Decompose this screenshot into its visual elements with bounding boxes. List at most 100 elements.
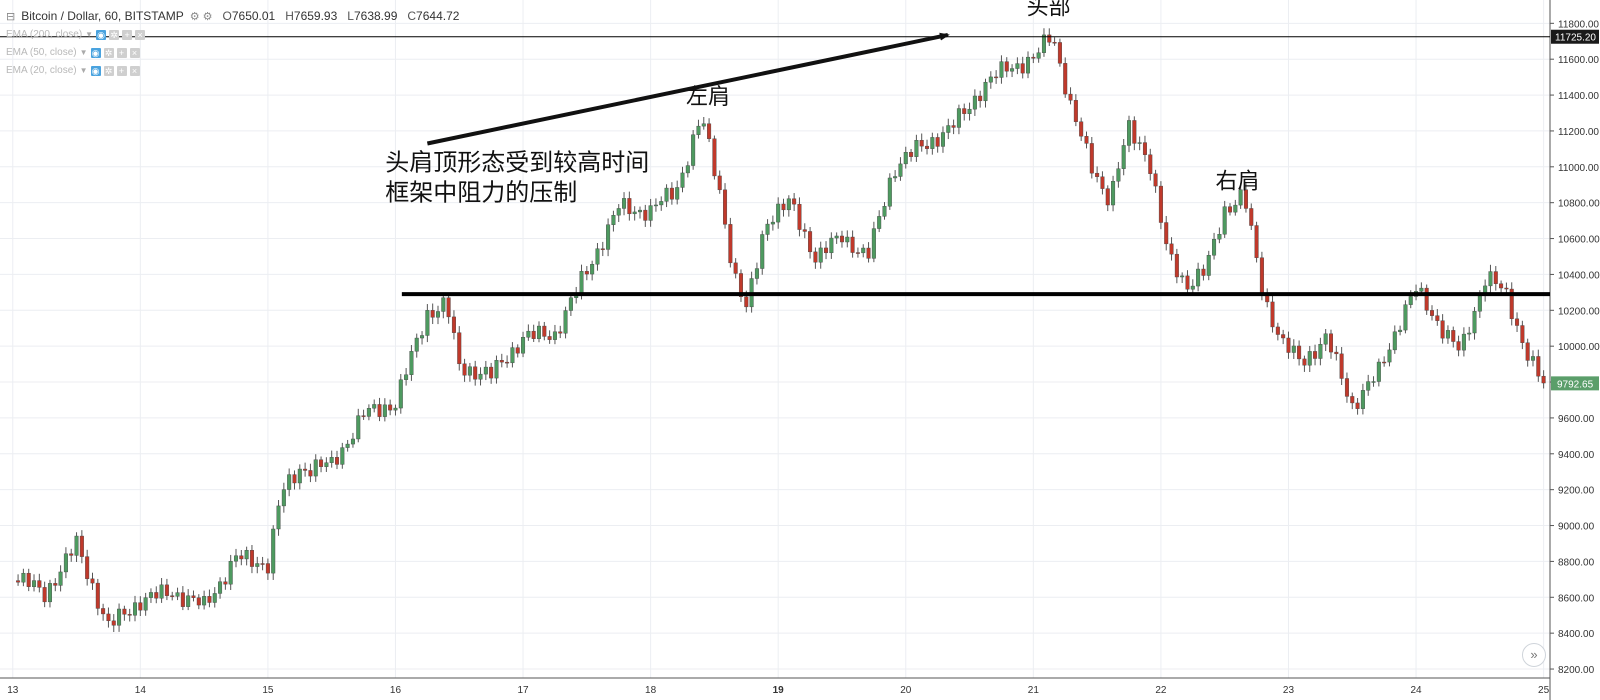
- candle-body-up: [760, 234, 765, 269]
- candle: [1355, 398, 1360, 415]
- candle-body-up: [887, 177, 892, 207]
- candle: [691, 130, 696, 170]
- candle-body-down: [1105, 188, 1110, 206]
- chevron-down-icon[interactable]: ▼: [85, 30, 94, 39]
- candle-body-down: [122, 608, 127, 615]
- eye-icon[interactable]: ◉: [96, 29, 107, 40]
- candle: [701, 117, 706, 130]
- candle-body-up: [441, 297, 446, 312]
- collapse-square-icon[interactable]: ⊟: [6, 10, 16, 23]
- candle: [53, 578, 58, 592]
- candle-body-down: [1451, 330, 1456, 342]
- indicator-ema-200[interactable]: EMA (200, close) ▼ ◉ ✲ + ×: [6, 29, 146, 40]
- chevron-down-icon[interactable]: ▼: [79, 66, 88, 75]
- candle: [850, 230, 855, 258]
- candle: [536, 321, 541, 343]
- candle: [1313, 344, 1318, 366]
- candle-body-down: [138, 602, 143, 611]
- candle-body-up: [536, 325, 541, 339]
- candle: [308, 463, 313, 483]
- candle-body-down: [542, 325, 547, 337]
- indicator-ema-20[interactable]: EMA (20, close) ▼ ◉ ✲ + ×: [6, 65, 140, 76]
- close-icon[interactable]: ×: [135, 29, 146, 40]
- candle: [845, 230, 850, 248]
- candle: [398, 374, 403, 414]
- candle: [366, 404, 371, 421]
- candle-body-up: [664, 187, 669, 202]
- candle-body-up: [914, 140, 919, 157]
- candle-body-down: [1084, 136, 1089, 144]
- x-tick-label: 15: [262, 685, 274, 696]
- plus-icon[interactable]: +: [122, 29, 133, 40]
- candle-body-down: [85, 556, 90, 580]
- candle-body-down: [723, 189, 728, 225]
- candle: [1483, 279, 1488, 302]
- ohlc-close: C7644.72: [407, 9, 460, 23]
- candle: [542, 321, 547, 341]
- candle: [1057, 38, 1062, 67]
- gear-icon[interactable]: ✲: [109, 29, 120, 40]
- candle: [999, 55, 1004, 84]
- candle: [1297, 340, 1302, 366]
- candle-body-up: [898, 163, 903, 177]
- candle: [813, 247, 818, 269]
- gear-icon[interactable]: ✲: [103, 65, 114, 76]
- candle: [478, 367, 483, 386]
- candle: [175, 587, 180, 601]
- candle: [643, 204, 648, 227]
- candle-body-down: [111, 620, 116, 626]
- close-icon[interactable]: ×: [129, 47, 140, 58]
- indicator-ema-50[interactable]: EMA (50, close) ▼ ◉ ✲ + ×: [6, 47, 140, 58]
- candle-body-up: [877, 216, 882, 229]
- candle: [600, 241, 605, 257]
- candle-body-up: [1467, 332, 1472, 335]
- candle-body-up: [845, 236, 850, 243]
- candle: [776, 197, 781, 229]
- candle: [632, 206, 637, 221]
- candle: [95, 578, 100, 616]
- y-tick-label: 11400.00: [1558, 91, 1599, 102]
- candle: [127, 608, 132, 622]
- candle: [1461, 327, 1466, 357]
- candle: [547, 330, 552, 344]
- candle-body-down: [1073, 100, 1078, 122]
- candle: [69, 548, 74, 562]
- chevron-down-icon[interactable]: ▼: [79, 48, 88, 57]
- candle-body-down: [505, 361, 510, 364]
- candle: [749, 271, 754, 313]
- candle-body-down: [1424, 287, 1429, 311]
- candle-body-up: [159, 584, 164, 599]
- candle: [1275, 322, 1280, 341]
- candle: [249, 544, 254, 574]
- candle-body-up: [409, 351, 414, 375]
- candle: [16, 574, 21, 586]
- plus-icon[interactable]: +: [116, 65, 127, 76]
- eye-icon[interactable]: ◉: [90, 47, 101, 58]
- candle-body-down: [42, 587, 47, 603]
- candle: [558, 325, 563, 339]
- candle-body-up: [350, 438, 355, 445]
- candle-body-up: [1387, 349, 1392, 363]
- candle-body-up: [212, 593, 217, 603]
- candle-body-down: [489, 366, 494, 379]
- candle-body-up: [324, 462, 329, 467]
- candle-body-down: [1174, 253, 1179, 278]
- scroll-to-realtime-button[interactable]: »: [1522, 643, 1546, 667]
- close-icon[interactable]: ×: [129, 65, 140, 76]
- candle: [627, 191, 632, 221]
- plus-icon[interactable]: +: [116, 47, 127, 58]
- candle: [1435, 309, 1440, 326]
- candle: [1148, 148, 1153, 181]
- candle-body-down: [499, 360, 504, 363]
- candle: [521, 331, 526, 358]
- settings-icon[interactable]: ⚙ ⚙: [189, 10, 213, 23]
- candle-body-down: [1164, 222, 1169, 245]
- candle: [196, 594, 201, 610]
- candle: [170, 591, 175, 601]
- gear-icon[interactable]: ✲: [103, 47, 114, 58]
- candle: [1153, 169, 1158, 193]
- candle-body-up: [1116, 168, 1121, 182]
- candle-body-down: [451, 316, 456, 333]
- eye-icon[interactable]: ◉: [90, 65, 101, 76]
